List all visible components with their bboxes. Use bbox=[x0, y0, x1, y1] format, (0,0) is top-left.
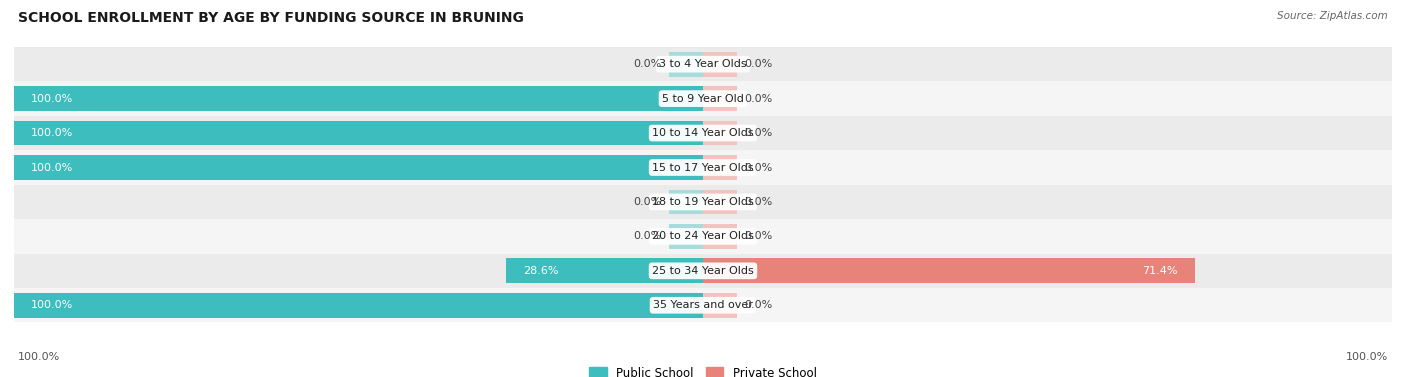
Text: 100.0%: 100.0% bbox=[31, 162, 73, 173]
Text: 0.0%: 0.0% bbox=[634, 59, 662, 69]
Text: 28.6%: 28.6% bbox=[523, 266, 558, 276]
Bar bbox=[703, 293, 738, 318]
Bar bbox=[14, 47, 1392, 81]
Text: 100.0%: 100.0% bbox=[31, 128, 73, 138]
Text: 0.0%: 0.0% bbox=[744, 300, 772, 310]
Text: 3 to 4 Year Olds: 3 to 4 Year Olds bbox=[659, 59, 747, 69]
Bar bbox=[14, 185, 1392, 219]
Legend: Public School, Private School: Public School, Private School bbox=[589, 367, 817, 377]
Bar bbox=[703, 155, 738, 180]
Bar bbox=[703, 190, 738, 215]
Text: 0.0%: 0.0% bbox=[744, 197, 772, 207]
Text: 0.0%: 0.0% bbox=[634, 197, 662, 207]
Text: 0.0%: 0.0% bbox=[744, 59, 772, 69]
Text: 15 to 17 Year Olds: 15 to 17 Year Olds bbox=[652, 162, 754, 173]
Text: 71.4%: 71.4% bbox=[1142, 266, 1178, 276]
Text: 0.0%: 0.0% bbox=[634, 231, 662, 241]
Text: 10 to 14 Year Olds: 10 to 14 Year Olds bbox=[652, 128, 754, 138]
Bar bbox=[669, 52, 703, 77]
Text: 0.0%: 0.0% bbox=[744, 128, 772, 138]
Bar bbox=[14, 81, 1392, 116]
Text: 100.0%: 100.0% bbox=[1346, 352, 1388, 362]
Bar bbox=[14, 293, 703, 318]
Bar bbox=[703, 121, 738, 146]
Bar bbox=[703, 259, 1195, 283]
Text: 0.0%: 0.0% bbox=[744, 93, 772, 104]
Bar bbox=[14, 86, 703, 111]
Bar bbox=[14, 288, 1392, 322]
Text: 18 to 19 Year Olds: 18 to 19 Year Olds bbox=[652, 197, 754, 207]
Text: 0.0%: 0.0% bbox=[744, 162, 772, 173]
Text: 35 Years and over: 35 Years and over bbox=[652, 300, 754, 310]
Text: SCHOOL ENROLLMENT BY AGE BY FUNDING SOURCE IN BRUNING: SCHOOL ENROLLMENT BY AGE BY FUNDING SOUR… bbox=[18, 11, 524, 25]
Bar bbox=[669, 190, 703, 215]
Bar bbox=[703, 224, 738, 249]
Bar bbox=[669, 224, 703, 249]
Bar bbox=[703, 52, 738, 77]
Bar bbox=[14, 150, 1392, 185]
Bar bbox=[506, 259, 703, 283]
Text: 25 to 34 Year Olds: 25 to 34 Year Olds bbox=[652, 266, 754, 276]
Text: 100.0%: 100.0% bbox=[31, 300, 73, 310]
Text: 5 to 9 Year Old: 5 to 9 Year Old bbox=[662, 93, 744, 104]
Text: 100.0%: 100.0% bbox=[18, 352, 60, 362]
Text: Source: ZipAtlas.com: Source: ZipAtlas.com bbox=[1277, 11, 1388, 21]
Text: 0.0%: 0.0% bbox=[744, 231, 772, 241]
Bar bbox=[14, 254, 1392, 288]
Bar bbox=[703, 86, 738, 111]
Bar bbox=[14, 121, 703, 146]
Text: 100.0%: 100.0% bbox=[31, 93, 73, 104]
Bar bbox=[14, 116, 1392, 150]
Bar bbox=[14, 155, 703, 180]
Text: 20 to 24 Year Olds: 20 to 24 Year Olds bbox=[652, 231, 754, 241]
Bar bbox=[14, 219, 1392, 254]
